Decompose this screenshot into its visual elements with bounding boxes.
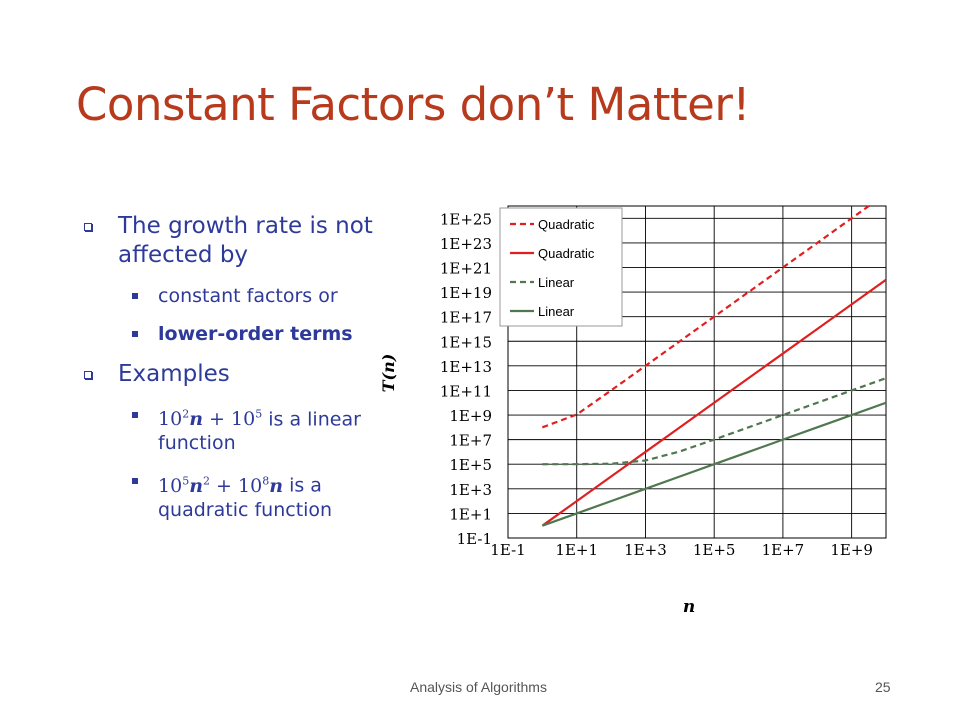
legend-label: Quadratic	[538, 217, 595, 232]
square-bullet-icon	[132, 331, 138, 337]
legend-box	[499, 207, 623, 327]
square-bullet-icon	[132, 293, 138, 299]
x-tick-label: 1E+1	[555, 541, 598, 559]
slide-title: Constant Factors don’t Matter!	[76, 78, 750, 131]
y-axis-label: T(n)	[379, 354, 398, 393]
sub-bullet-example-quadratic: 105n2 + 108n is a quadratic function	[80, 469, 410, 521]
x-tick-label: 1E-1	[490, 541, 525, 559]
formula-quadratic: 105n2 + 108n	[158, 474, 284, 497]
legend-label: Linear	[538, 275, 575, 290]
footer-title: Analysis of Algorithms	[410, 679, 547, 695]
x-tick-label: 1E+3	[624, 541, 667, 559]
x-axis-label: n	[683, 597, 695, 617]
y-tick-label: 1E+1	[449, 505, 492, 523]
series-line-1	[541, 278, 886, 527]
y-tick-label: 1E+13	[440, 358, 492, 376]
sub-bullet-example-linear: 102n + 105 is a linear function	[80, 403, 410, 455]
y-tick-label: 1E+9	[449, 407, 492, 425]
bullet-text: is a linear function	[158, 408, 361, 455]
bullet-text: The growth rate is not affected by	[118, 213, 373, 268]
bullet-examples: Examples	[80, 360, 410, 389]
page-number: 25	[875, 679, 891, 695]
bullet-text: Examples	[118, 361, 230, 387]
square-bullet-icon	[132, 412, 138, 418]
legend-label: Linear	[538, 304, 575, 319]
sub-bullet-constant-factors: constant factors or	[80, 284, 410, 308]
x-tick-label: 1E+7	[762, 541, 805, 559]
legend-label: Quadratic	[538, 246, 595, 261]
y-tick-label: 1E+3	[449, 481, 492, 499]
y-tick-label: 1E+7	[449, 432, 492, 450]
series-line-2	[542, 377, 886, 466]
square-bullet-icon	[132, 478, 138, 485]
bullet-text: constant factors or	[158, 285, 338, 307]
y-tick-label: 1E+15	[440, 333, 492, 351]
y-tick-label: 1E+11	[440, 382, 492, 400]
bullet-growth-rate: The growth rate is not affected by	[80, 212, 410, 270]
y-tick-label: 1E+23	[440, 235, 492, 253]
y-tick-label: 1E+17	[440, 309, 492, 327]
y-tick-label: 1E+19	[440, 284, 492, 302]
checkbox-bullet-icon	[84, 223, 92, 231]
bullet-text: is a quadratic function	[158, 474, 333, 521]
y-tick-label: 1E+25	[440, 210, 492, 228]
x-tick-label: 1E+5	[693, 541, 736, 559]
formula-linear: 102n + 105	[158, 408, 263, 431]
bullet-text: lower-order terms	[158, 323, 353, 345]
y-tick-label: 1E-1	[457, 530, 492, 548]
bullet-list: The growth rate is not affected by const…	[80, 212, 410, 536]
series-line-0	[541, 206, 871, 429]
y-tick-label: 1E+5	[449, 456, 492, 474]
checkbox-bullet-icon	[84, 371, 92, 379]
sub-bullet-lower-order-terms: lower-order terms	[80, 322, 410, 346]
y-tick-label: 1E+21	[440, 259, 492, 277]
x-tick-label: 1E+9	[830, 541, 873, 559]
growth-rate-chart: 1E-1 1E+1 1E+3 1E+5 1E+7 1E+9 1E+11 1E+13 1E+15 1…	[379, 205, 887, 617]
series-line-3	[541, 401, 886, 527]
